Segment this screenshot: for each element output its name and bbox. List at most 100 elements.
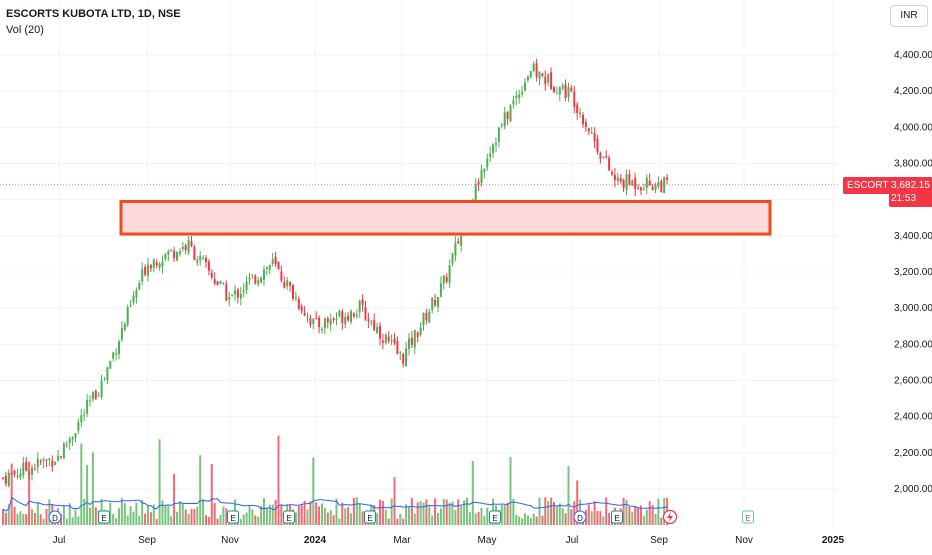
volume-bar [181,502,184,525]
volume-bar [550,497,553,525]
volume-bar [358,504,361,525]
volume-bar [390,498,393,525]
candle-body [500,124,503,126]
volume-bar [335,498,338,525]
symbol-title[interactable]: ESCORTS KUBOTA LTD, 1D, NSE [6,8,181,20]
candle-body [474,184,477,202]
volume-bar [242,514,245,525]
candle-body [10,473,13,475]
volume-bar [642,516,645,525]
volume-bar [471,460,474,525]
candle-body [89,400,91,402]
volume-bar [91,452,94,525]
y-tick-label: 2,400.00 [894,412,932,423]
volume-bar [605,497,608,525]
candle-body [512,100,515,105]
candle-body [51,460,54,467]
candle-body [33,469,36,471]
candle-body [86,399,89,414]
candle-body [616,177,619,182]
candle-body [286,280,289,286]
candle-body [2,477,4,479]
volume-bar [225,508,228,525]
volume-bar [506,502,509,525]
event-marker-letter: E [492,514,497,523]
volume-indicator-label[interactable]: Vol (20) [6,24,44,36]
volume-bar [410,498,413,525]
candle-body [584,121,587,127]
candle-body [448,265,451,284]
volume-bar [448,502,451,525]
candle-body [364,307,367,320]
y-tick-label: 2,000.00 [894,484,932,495]
volume-bar [62,505,65,525]
volume-bar [254,515,257,525]
volume-bar [532,513,535,525]
earnings-marker-box [611,510,623,524]
candle-body [431,297,434,311]
volume-bar [483,516,486,525]
y-tick-label: 4,000.00 [894,122,932,133]
candle-body [564,84,567,99]
candle-body [628,174,631,185]
candle-body [242,290,245,293]
candle-body [361,299,364,306]
candle-body [176,252,178,261]
volume-bar [355,497,358,525]
y-tick-label: 2,200.00 [894,448,932,459]
candle-body [483,168,486,172]
volume-bar [36,502,39,525]
candle-body [300,306,303,312]
last-price-label: 3,682.15 21:53 [889,177,932,207]
volume-bar [573,501,576,525]
candle-body [413,329,416,348]
volume-bar [86,465,89,525]
y-tick-label: 4,400.00 [894,50,932,61]
volume-bar [144,513,147,525]
candle-body [68,438,71,444]
volume-bar [48,499,51,525]
candle-body [219,280,222,284]
event-marker-e: E [227,510,239,524]
candle-body [190,241,193,247]
earnings-marker-box [742,510,754,524]
event-marker-e: E [489,510,501,524]
volume-bar [303,500,306,525]
volume-bar [660,517,663,525]
candle-body [257,280,260,285]
volume-bar [640,505,642,525]
candle-body [370,321,373,323]
candle-body [112,352,115,359]
volume-bar [341,502,344,525]
candle-body [344,317,347,325]
currency-button[interactable]: INR [890,5,928,27]
candle-body [123,323,126,331]
candle-body [315,317,318,319]
volume-bar [486,507,489,525]
candle-body [486,158,489,168]
candle-body [263,269,265,280]
lightning-icon-glyph [667,512,673,522]
volume-bar [28,461,31,525]
candle-body [460,232,463,246]
candle-body [118,341,120,354]
volume-bar [480,507,483,525]
candle-body [48,458,51,460]
candle-body [393,338,396,344]
candle-body [553,87,555,93]
volume-bar [442,498,445,525]
volume-bar [141,499,144,525]
volume-bar [454,510,457,525]
candle-body [660,180,663,193]
candle-body [410,337,413,345]
volume-bar [4,512,7,525]
volume-bar [387,518,390,525]
candle-body [379,325,381,339]
volume-bar [123,503,126,525]
candle-body [115,353,118,355]
volume-bar [210,464,213,525]
candle-body [350,311,352,322]
candle-body [428,311,431,323]
